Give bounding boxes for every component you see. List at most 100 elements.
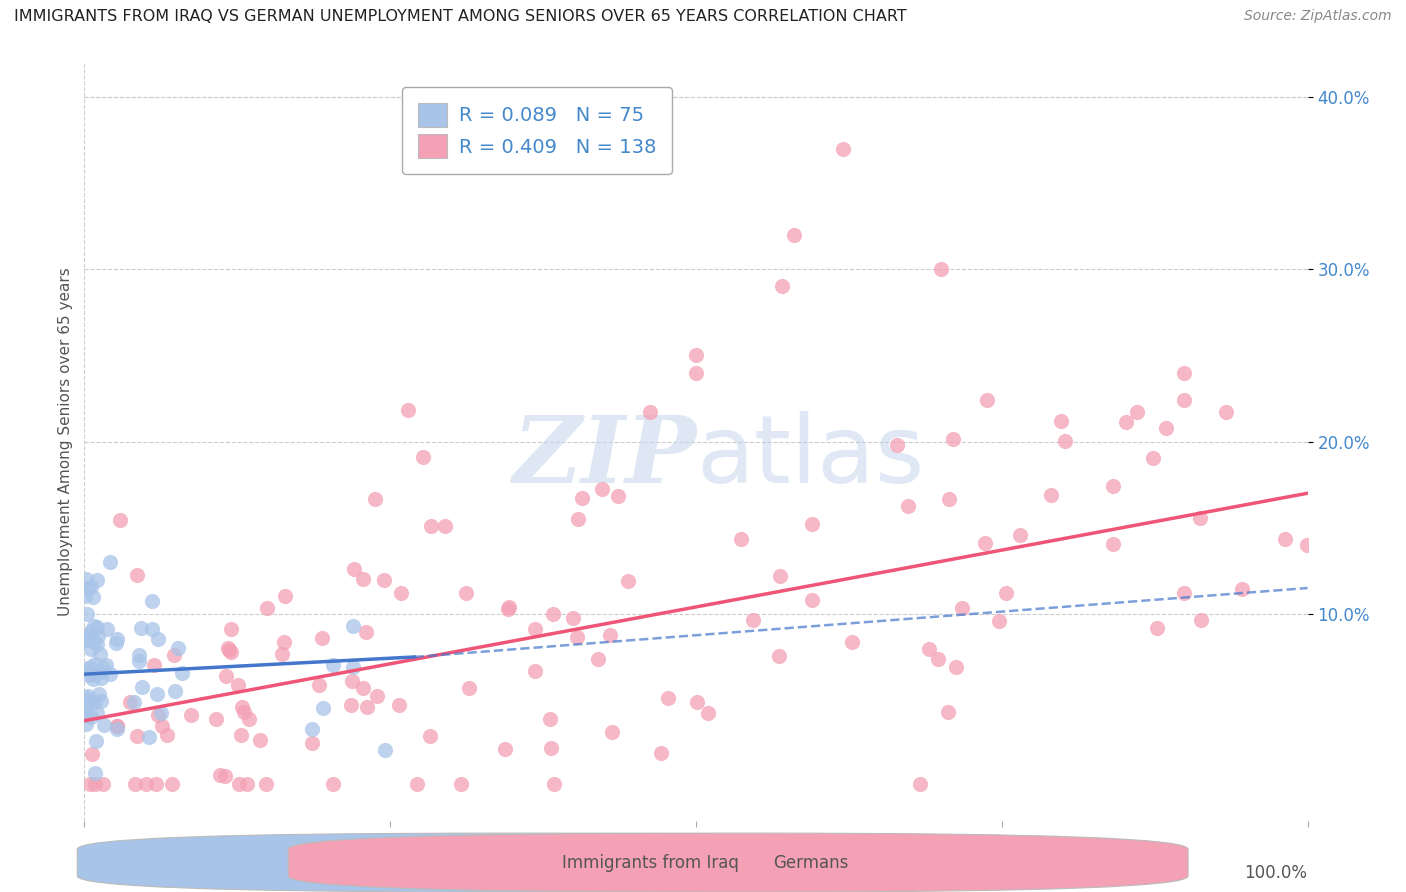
Point [79,624,101,638]
Point [567,511,589,525]
Point [523,622,546,636]
Y-axis label: Unemployment Among Seniors over 65 years: Unemployment Among Seniors over 65 years [58,268,73,615]
Point [606,489,628,503]
Point [76,699,98,714]
Point [945,660,967,674]
Point [599,627,621,641]
Point [494,742,516,756]
Point [685,348,707,362]
Text: Immigrants from Iraq: Immigrants from Iraq [562,854,740,871]
Point [419,729,441,743]
Point [973,536,995,550]
Point [82,665,104,679]
Point [79,693,101,707]
Point [541,607,564,621]
Point [374,743,396,757]
Point [128,648,150,662]
Point [1189,613,1212,627]
Point [105,723,128,737]
Point [141,594,163,608]
Point [249,733,271,747]
Point [897,500,920,514]
Point [685,366,707,380]
Point [76,607,98,621]
Point [254,777,277,791]
Point [150,706,173,720]
Point [936,705,959,719]
Point [150,718,173,732]
Point [82,590,104,604]
Point [214,768,236,782]
Point [498,601,520,615]
Point [1173,585,1195,599]
Point [82,665,104,680]
Point [561,611,583,625]
Point [138,731,160,745]
Point [697,706,720,720]
Point [342,660,364,674]
FancyBboxPatch shape [77,833,977,892]
Point [172,666,194,681]
Point [221,623,243,637]
Point [75,717,97,731]
Point [1010,528,1032,542]
Point [96,622,118,636]
Point [124,777,146,791]
Point [163,683,186,698]
Point [1102,478,1125,492]
Point [387,698,409,712]
Point [1142,451,1164,466]
Point [86,620,108,634]
Point [82,747,104,761]
Point [457,681,479,696]
Text: Source: ZipAtlas.com: Source: ZipAtlas.com [1244,9,1392,23]
Point [217,641,239,656]
Point [76,668,98,682]
Text: 0.0%: 0.0% [84,863,127,881]
Point [1173,366,1195,380]
Point [98,555,121,569]
Point [229,728,252,742]
Point [231,699,253,714]
Point [450,777,472,791]
Point [995,586,1018,600]
Point [125,729,148,743]
Point [135,777,157,791]
Point [831,142,853,156]
Point [600,725,623,739]
Point [90,671,112,685]
Point [75,708,97,723]
Point [1173,392,1195,407]
Point [77,581,100,595]
Point [1115,415,1137,429]
Point [565,630,588,644]
Point [938,491,960,506]
Point [233,706,256,720]
Point [389,586,412,600]
Point [498,599,520,614]
Point [180,708,202,723]
Point [1053,434,1076,448]
Point [373,574,395,588]
Point [366,690,388,704]
Point [941,432,963,446]
Point [1146,622,1168,636]
Point [886,437,908,451]
Point [301,722,323,736]
Point [352,572,374,586]
Point [918,641,941,656]
Point [73,628,96,642]
Point [75,573,97,587]
Point [586,652,609,666]
Point [84,657,107,671]
Point [238,712,260,726]
Point [83,777,105,791]
Point [1126,405,1149,419]
Point [91,777,114,791]
Point [105,632,128,647]
Point [87,664,110,678]
Point [543,777,565,791]
Point [454,586,477,600]
Point [77,689,100,703]
Point [768,648,790,663]
